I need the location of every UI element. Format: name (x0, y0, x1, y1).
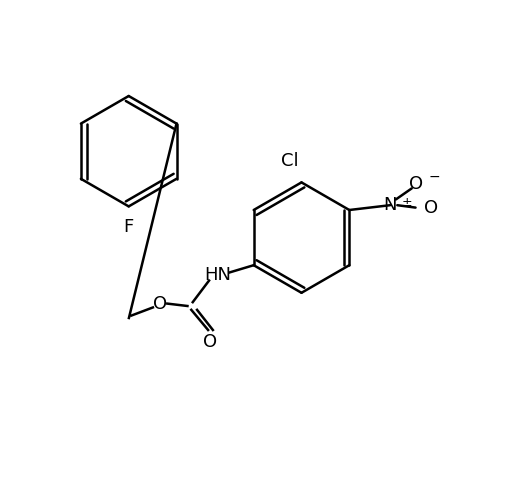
Text: Cl: Cl (281, 153, 298, 170)
Text: O: O (424, 199, 439, 216)
Text: HN: HN (204, 266, 231, 284)
Text: O: O (153, 295, 167, 312)
Text: ±: ± (402, 196, 413, 209)
Text: N: N (383, 196, 397, 214)
Text: −: − (429, 169, 440, 183)
Text: O: O (203, 333, 218, 351)
Text: F: F (124, 218, 134, 236)
Text: O: O (409, 175, 424, 192)
